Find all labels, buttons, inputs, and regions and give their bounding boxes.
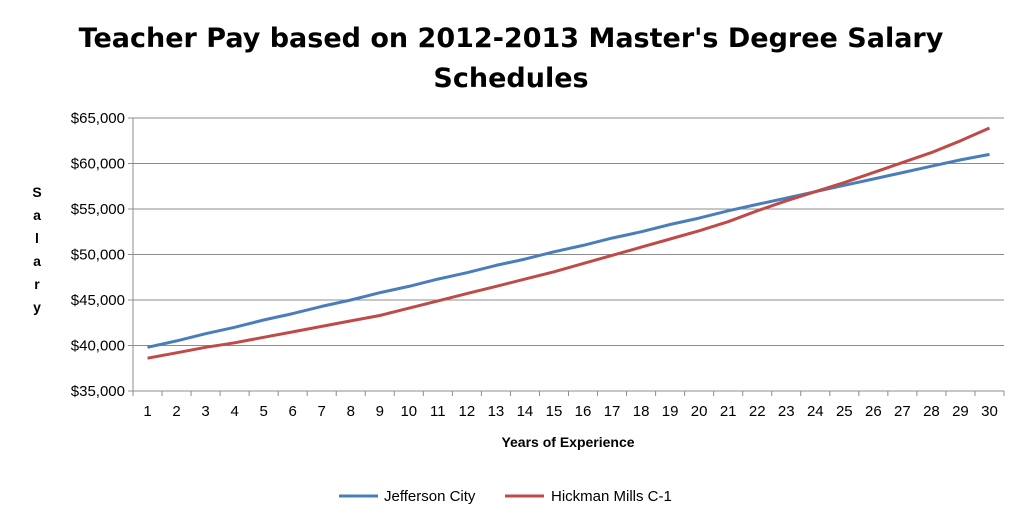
- x-tick-label: 29: [952, 403, 969, 420]
- x-tick-label: 9: [376, 403, 384, 420]
- x-tick-label: 2: [172, 403, 180, 420]
- x-tick-label: 21: [720, 403, 737, 420]
- series-line-2: [147, 126, 991, 360]
- y-tick-label: $40,000: [71, 338, 125, 355]
- y-axis-title-letter: y: [33, 299, 41, 315]
- x-tick-label: 17: [604, 403, 621, 420]
- series-lines: [147, 126, 991, 360]
- x-tick-label: 19: [662, 403, 679, 420]
- x-tick-label: 18: [633, 403, 650, 420]
- x-tick-label: 24: [807, 403, 824, 420]
- x-tick-label: 16: [575, 403, 592, 420]
- x-tick-label: 14: [517, 403, 534, 420]
- x-tick-label: 26: [865, 403, 882, 420]
- x-tick-label: 27: [894, 403, 911, 420]
- y-tick-label: $55,000: [71, 201, 125, 218]
- y-tick-label: $35,000: [71, 383, 125, 400]
- y-axis-tick-labels: $35,000 $40,000 $45,000 $50,000 $55,000 $60,0…: [71, 110, 125, 400]
- x-tick-label: 12: [459, 403, 476, 420]
- y-tick-label: $45,000: [71, 292, 125, 309]
- x-axis-title: Years of Experience: [501, 434, 634, 450]
- x-tick-label: 30: [981, 403, 998, 420]
- y-tick-label: $65,000: [71, 110, 125, 127]
- chart-title-line-2: Schedules: [433, 63, 588, 94]
- x-tick-label: 25: [836, 403, 853, 420]
- x-tick-label: 4: [230, 403, 238, 420]
- y-tick-label: $50,000: [71, 247, 125, 264]
- y-axis-title-letter: a: [33, 253, 41, 269]
- y-axis-title-letter: S: [32, 184, 41, 200]
- x-tick-label: 5: [259, 403, 267, 420]
- legend-label: Hickman Mills C-1: [551, 488, 672, 505]
- x-tick-label: 22: [749, 403, 766, 420]
- x-tick-label: 20: [691, 403, 708, 420]
- x-axis-tick-labels: 1 2 3 4 5 6 7 8 9 10 11 12 13 14 15 16 17 18 19 20 21 22 23 24 2…: [143, 403, 997, 420]
- x-tick-label: 3: [201, 403, 209, 420]
- chart-title-line-1: Teacher Pay based on 2012-2013 Master's …: [79, 23, 944, 54]
- x-tick-label: 23: [778, 403, 795, 420]
- x-tick-label: 10: [400, 403, 417, 420]
- x-tick-label: 13: [488, 403, 505, 420]
- x-tick-label: 28: [923, 403, 940, 420]
- x-tick-label: 7: [318, 403, 326, 420]
- series-line-1: [147, 152, 990, 349]
- x-tick-label: 11: [430, 403, 446, 420]
- y-tick-label: $60,000: [71, 156, 125, 173]
- x-tick-label: 1: [143, 403, 151, 420]
- axes: [128, 117, 1005, 396]
- y-axis-title-letter: a: [33, 207, 41, 223]
- x-tick-label: 15: [546, 403, 563, 420]
- x-tick-label: 8: [347, 403, 355, 420]
- legend: Jefferson City Hickman Mills C-1: [339, 488, 672, 505]
- y-axis-title-letter: r: [34, 276, 40, 292]
- y-axis-title: Salary: [32, 184, 41, 315]
- y-axis-title-letter: l: [35, 230, 39, 246]
- x-tick-label: 6: [289, 403, 297, 420]
- legend-label: Jefferson City: [384, 488, 476, 505]
- gridlines: [133, 117, 1004, 346]
